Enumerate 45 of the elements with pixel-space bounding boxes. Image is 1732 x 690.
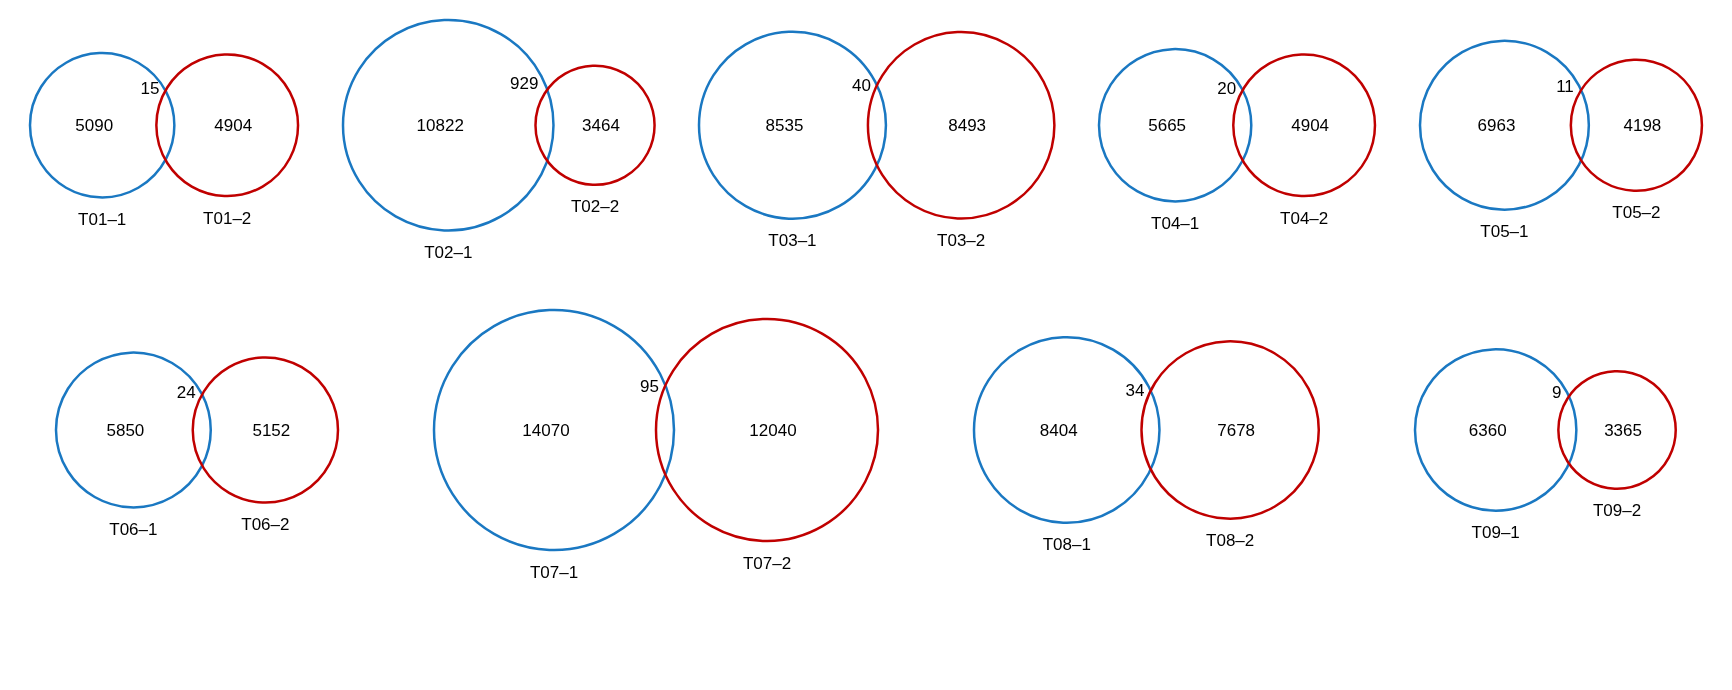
data-label: 8535 <box>765 115 804 135</box>
text: 11 <box>1555 77 1574 97</box>
data-label: 8404 <box>1040 420 1078 440</box>
category-label: T05–1 <box>1480 222 1529 242</box>
category-label: T01–2 <box>203 208 252 228</box>
data-label: 4904 <box>1291 115 1330 135</box>
category-label: T04–1 <box>1151 213 1200 233</box>
text: 95 <box>640 377 660 397</box>
data-label: 7678 <box>1217 420 1256 440</box>
text: 15 <box>140 79 160 99</box>
category-label: T01–1 <box>78 209 127 229</box>
data-label: 14070 <box>522 420 570 440</box>
data-label: 4904 <box>214 115 253 135</box>
data-label: 5665 <box>1148 115 1187 135</box>
category-label: T07–2 <box>743 553 792 573</box>
data-label: 3464 <box>582 115 620 135</box>
data-label: 5152 <box>252 420 291 440</box>
data-label: 3365 <box>1604 420 1643 440</box>
text: 9 <box>1552 383 1562 403</box>
category-label: T03–1 <box>768 231 817 251</box>
category-label: T06–2 <box>241 515 290 535</box>
category-label: T08–1 <box>1042 535 1092 555</box>
text: 24 <box>176 383 196 403</box>
category-label: T09–2 <box>1593 501 1642 521</box>
category-label: T07–1 <box>530 562 579 582</box>
data-label: 12040 <box>749 420 797 440</box>
category-label: T09–1 <box>1471 523 1520 543</box>
category-label: T08–2 <box>1206 531 1255 551</box>
data-label: 4198 <box>1623 115 1662 135</box>
category-label: T02–2 <box>570 197 620 217</box>
text: 40 <box>852 75 872 95</box>
category-label: T03–2 <box>937 230 986 250</box>
category-label: T05–2 <box>1612 203 1661 223</box>
data-label: 10822 <box>416 115 464 135</box>
data-label: 6963 <box>1477 115 1516 135</box>
data-label: 5090 <box>75 115 114 135</box>
category-label: T02–1 <box>424 242 473 262</box>
text: 34 <box>1125 381 1145 401</box>
text: 20 <box>1217 78 1237 98</box>
data-label: 8493 <box>948 115 987 135</box>
data-label: 6360 <box>1468 420 1507 440</box>
text: 929 <box>510 73 539 93</box>
data-label: 5850 <box>106 420 145 440</box>
category-label: T06–1 <box>109 520 158 540</box>
category-label: T04–2 <box>1280 208 1329 228</box>
